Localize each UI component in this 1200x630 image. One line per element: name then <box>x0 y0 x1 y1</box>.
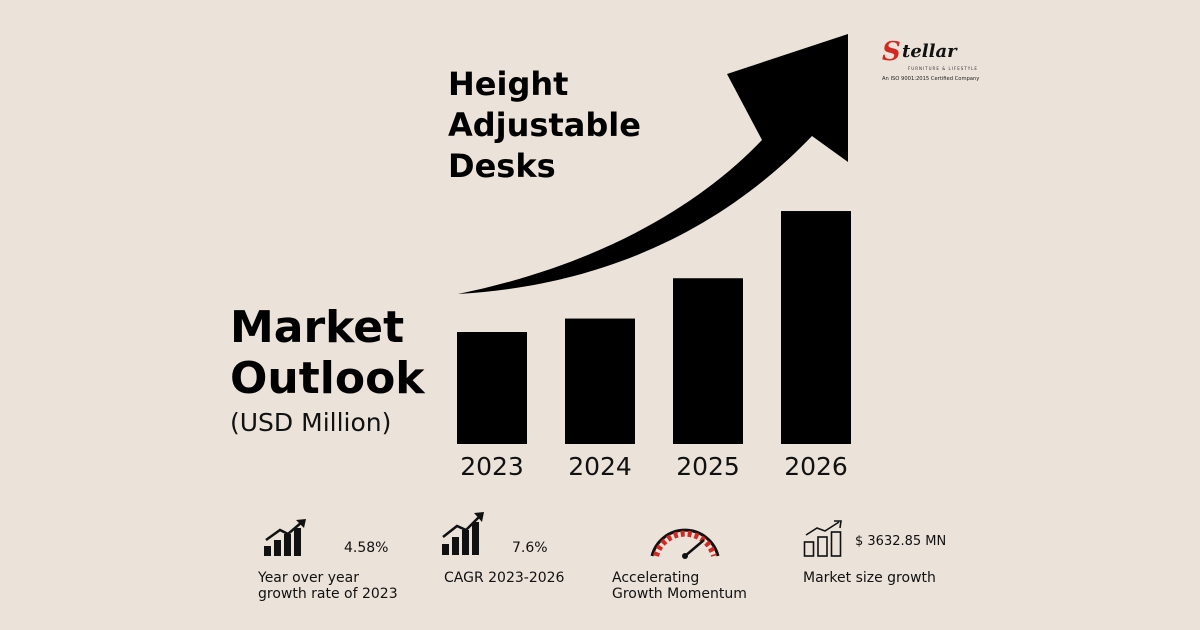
bar-growth-icon <box>442 512 484 555</box>
logo-initial: S <box>882 37 901 67</box>
stat-value: 7.6% <box>512 540 548 556</box>
bar-2025 <box>673 278 743 444</box>
stat-label: CAGR 2023-2026 <box>444 570 565 586</box>
x-tick-labels: 2023 2024 2025 2026 <box>460 452 848 481</box>
stat-value: 4.58% <box>344 540 389 556</box>
stat-label: Accelerating Growth Momentum <box>612 570 747 602</box>
stat-value: $ 3632.85 MN <box>855 534 947 549</box>
x-tick-label: 2025 <box>676 452 740 481</box>
stat-label: Market size growth <box>803 570 936 586</box>
stat-momentum: Accelerating Growth Momentum <box>612 522 792 612</box>
bar-growth-icon <box>264 519 306 556</box>
growth-arrow <box>458 34 848 294</box>
stat-yoy-growth: 4.58% Year over year growth rate of 2023 <box>258 518 422 608</box>
stat-market-size: $ 3632.85 MN Market size growth <box>803 520 983 610</box>
market-outlook-heading: Market Outlook <box>230 302 425 404</box>
bar-2024 <box>565 318 635 444</box>
logo-brand: tellar <box>902 41 957 62</box>
bar-2026 <box>781 211 851 444</box>
speedometer-icon <box>650 528 720 559</box>
logo-certification: An ISO 9001:2015 Certified Company <box>882 76 980 82</box>
stat-cagr: 7.6% CAGR 2023-2026 <box>440 510 600 600</box>
x-tick-label: 2026 <box>784 452 848 481</box>
stat-label: Year over year growth rate of 2023 <box>258 570 398 602</box>
outline-bar-growth-icon <box>803 520 842 557</box>
x-tick-label: 2023 <box>460 452 524 481</box>
chart-title: Height Adjustable Desks <box>448 65 641 185</box>
bars-group <box>457 211 851 444</box>
unit-label: (USD Million) <box>230 408 392 437</box>
stellar-logo: S tellar FURNITURE & LIFESTYLE An ISO 90… <box>878 37 982 88</box>
logo-tagline: FURNITURE & LIFESTYLE <box>908 66 978 71</box>
x-tick-label: 2024 <box>568 452 632 481</box>
bar-2023 <box>457 332 527 444</box>
